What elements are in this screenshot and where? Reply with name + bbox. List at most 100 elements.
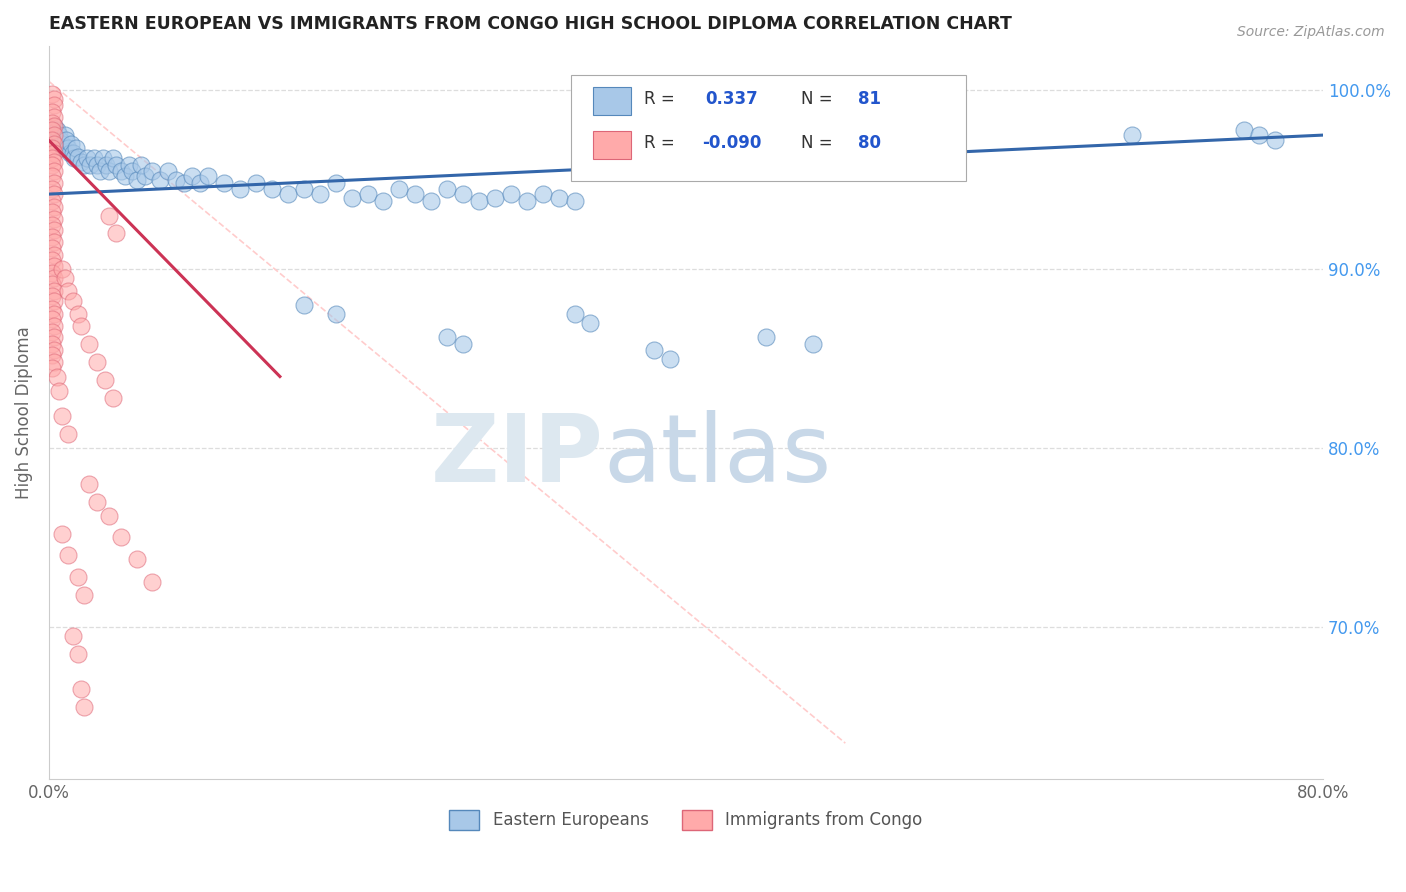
- Point: [86, 159, 108, 173]
- Point: [41, 169, 63, 184]
- Point: [42, 343, 65, 357]
- Point: [62, 629, 84, 643]
- Point: [91, 152, 114, 166]
- Point: [141, 164, 163, 178]
- Point: [1249, 128, 1271, 142]
- Point: [62, 145, 84, 160]
- Point: [929, 133, 952, 147]
- Text: 80: 80: [858, 134, 882, 153]
- Point: [66, 647, 89, 661]
- Point: [41, 87, 63, 101]
- Point: [197, 169, 219, 184]
- Point: [77, 337, 100, 351]
- Point: [188, 177, 211, 191]
- Point: [547, 191, 569, 205]
- Point: [56, 140, 79, 154]
- Point: [59, 145, 82, 160]
- Point: [66, 150, 89, 164]
- Point: [42, 355, 65, 369]
- Point: [212, 177, 235, 191]
- Point: [41, 133, 63, 147]
- Point: [245, 177, 267, 191]
- Point: [98, 209, 121, 223]
- Point: [42, 187, 65, 202]
- Point: [131, 159, 153, 173]
- Point: [436, 182, 458, 196]
- Text: EASTERN EUROPEAN VS IMMIGRANTS FROM CONGO HIGH SCHOOL DIPLOMA CORRELATION CHART: EASTERN EUROPEAN VS IMMIGRANTS FROM CONG…: [49, 15, 1012, 33]
- Point: [914, 140, 936, 154]
- Point: [66, 307, 89, 321]
- Point: [56, 284, 79, 298]
- Point: [66, 570, 89, 584]
- Point: [42, 119, 65, 133]
- Point: [165, 173, 187, 187]
- Point: [1264, 133, 1286, 147]
- Point: [42, 164, 65, 178]
- Point: [42, 97, 65, 112]
- Point: [51, 262, 73, 277]
- Point: [42, 271, 65, 285]
- Point: [499, 187, 522, 202]
- Point: [114, 169, 136, 184]
- Point: [51, 136, 73, 151]
- Point: [388, 182, 411, 196]
- Text: N =: N =: [801, 90, 832, 108]
- Point: [436, 330, 458, 344]
- Point: [63, 152, 86, 166]
- Point: [51, 409, 73, 423]
- Point: [110, 531, 132, 545]
- Point: [340, 191, 363, 205]
- Point: [803, 337, 825, 351]
- Point: [41, 289, 63, 303]
- Text: Source: ZipAtlas.com: Source: ZipAtlas.com: [1237, 25, 1385, 39]
- Point: [110, 164, 132, 178]
- Bar: [593, 131, 631, 160]
- Point: [86, 355, 108, 369]
- Point: [41, 194, 63, 209]
- Point: [69, 319, 91, 334]
- Text: 81: 81: [858, 90, 882, 108]
- Point: [60, 136, 83, 151]
- Point: [42, 294, 65, 309]
- Point: [45, 369, 67, 384]
- Point: [117, 159, 139, 173]
- Point: [62, 294, 84, 309]
- Text: R =: R =: [644, 134, 675, 153]
- Point: [125, 552, 148, 566]
- Point: [86, 494, 108, 508]
- Point: [93, 373, 115, 387]
- Point: [45, 122, 67, 136]
- Point: [53, 128, 76, 142]
- Point: [41, 360, 63, 375]
- Point: [48, 128, 70, 142]
- Point: [104, 159, 127, 173]
- Point: [260, 182, 283, 196]
- Point: [49, 133, 72, 147]
- Point: [56, 549, 79, 563]
- Text: atlas: atlas: [603, 410, 831, 502]
- Point: [42, 284, 65, 298]
- Point: [325, 307, 347, 321]
- Point: [83, 152, 105, 166]
- Point: [564, 194, 586, 209]
- Point: [41, 325, 63, 339]
- Point: [643, 343, 665, 357]
- Point: [41, 182, 63, 196]
- Point: [77, 476, 100, 491]
- Point: [65, 140, 87, 154]
- Point: [173, 177, 195, 191]
- Point: [42, 155, 65, 169]
- Point: [96, 159, 118, 173]
- Point: [42, 248, 65, 262]
- Point: [56, 426, 79, 441]
- Point: [121, 164, 143, 178]
- Point: [42, 235, 65, 250]
- Point: [41, 253, 63, 268]
- Point: [42, 200, 65, 214]
- Point: [41, 159, 63, 173]
- Point: [41, 122, 63, 136]
- Point: [229, 182, 252, 196]
- Point: [41, 218, 63, 232]
- Point: [79, 159, 101, 173]
- Point: [55, 133, 77, 147]
